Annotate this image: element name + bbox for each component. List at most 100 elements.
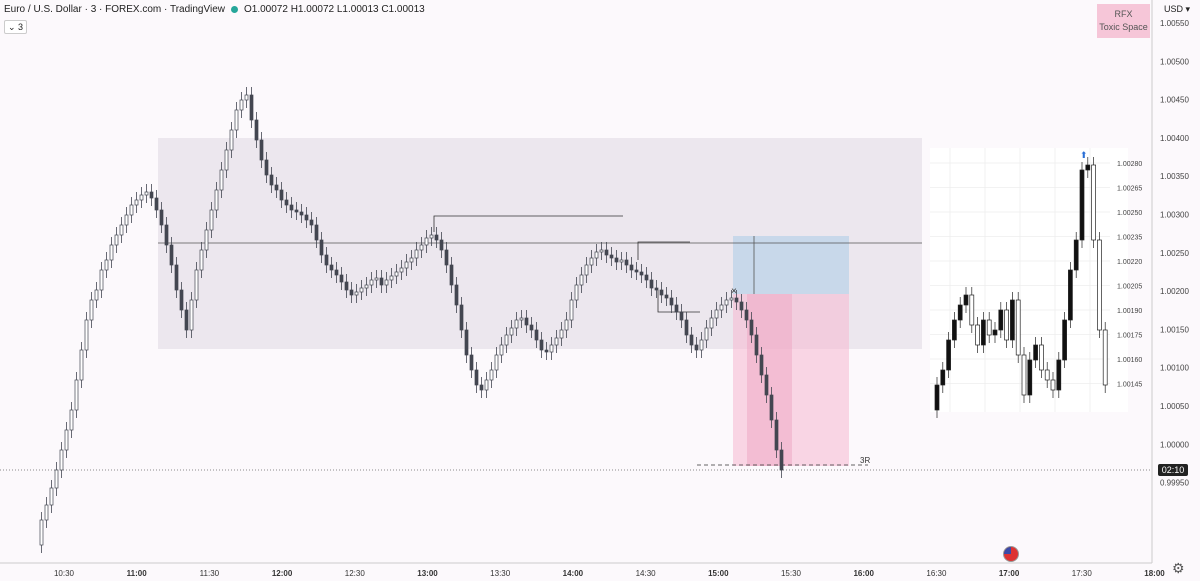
candle-body (404, 261, 409, 269)
inset-price-tick: 1.00160 (1117, 357, 1142, 364)
candle-body (204, 229, 209, 251)
candle-body (54, 469, 59, 489)
inset-price-tick: 1.00205 (1117, 284, 1142, 291)
us-flag-icon[interactable] (1003, 546, 1019, 562)
candle-body (474, 369, 479, 386)
candle-body (499, 344, 504, 356)
candle-body (509, 327, 514, 336)
candle-body (459, 304, 464, 331)
rr-label: 3R (860, 456, 870, 465)
candle-body (79, 349, 84, 381)
candle-body (629, 264, 634, 271)
candle-body (379, 277, 384, 286)
currency-selector[interactable]: USD ▾ (1164, 4, 1191, 14)
inset-candle-body (1085, 164, 1091, 171)
candle-body (414, 249, 419, 259)
candle-body (394, 271, 399, 277)
candle-body (89, 299, 94, 321)
candle-body (389, 275, 394, 281)
candles (39, 87, 784, 553)
candle-body (599, 249, 604, 253)
candle-body (729, 297, 734, 301)
candle-body (84, 319, 89, 351)
candle-body (769, 394, 774, 421)
candle-body (174, 264, 179, 291)
price-tick-label: 1.00300 (1160, 211, 1189, 220)
candle-body (329, 264, 334, 271)
inset-candle-body (1097, 239, 1102, 331)
candle-body (109, 244, 114, 261)
watermark-label: RFX Toxic Space (1097, 4, 1150, 38)
candle-body (524, 317, 529, 326)
price-tick-label: 1.00500 (1160, 57, 1189, 66)
high-structure-line (433, 215, 623, 232)
candle-body (534, 329, 539, 341)
candle-body (374, 277, 379, 281)
inset-candle-body (1044, 369, 1050, 381)
time-tick-label: 12:00 (272, 569, 293, 578)
candle-body (249, 94, 254, 121)
candle-body (274, 184, 279, 191)
time-axis[interactable]: 10:30 11:00 11:30 12:00 12:30 13:00 13:30 14:00… (54, 569, 1165, 578)
candle-body (289, 204, 294, 211)
candle-body (584, 264, 589, 276)
inset-candle-body (1015, 299, 1021, 356)
stop-marker: × (731, 286, 737, 297)
candle-body (569, 299, 574, 321)
symbol-title[interactable]: Euro / U.S. Dollar · 3 · FOREX.com · Tra… (4, 4, 225, 15)
candle-body (759, 354, 764, 376)
candle-body (114, 234, 119, 246)
gear-icon[interactable]: ⚙ (1172, 560, 1185, 576)
inset-price-tick: 1.00250 (1117, 210, 1142, 217)
candle-body (199, 249, 204, 271)
inset-candle-body (1079, 169, 1085, 241)
candle-body (619, 259, 624, 263)
candle-body (294, 209, 299, 213)
candle-body (94, 289, 99, 301)
candle-body (119, 224, 124, 236)
candle-body (479, 384, 484, 391)
candle-body (224, 149, 229, 171)
candle-body (654, 287, 659, 291)
candle-body (579, 274, 584, 286)
candle-body (719, 304, 724, 311)
candle-body (454, 284, 459, 306)
candle-body (214, 189, 219, 211)
candle-body (574, 284, 579, 301)
candle-body (219, 169, 224, 191)
candle-body (209, 209, 214, 231)
inset-candle-body (940, 369, 946, 386)
candle-body (549, 344, 554, 353)
time-tick-label: 13:00 (417, 569, 438, 578)
candle-body (424, 237, 429, 246)
inset-candle-body (946, 339, 951, 371)
inset-y-axis: 1.00280 1.00265 1.00250 1.00235 1.00220 1.002… (1117, 161, 1142, 389)
time-tick-label: 18:00 (1144, 569, 1165, 578)
inset-price-tick: 1.00190 (1117, 308, 1142, 315)
candle-body (434, 234, 439, 241)
candle-body (644, 274, 649, 281)
inset-candle-body (1068, 269, 1073, 321)
candle-body (194, 269, 199, 301)
indicator-count-badge[interactable]: ⌄ 3 (4, 20, 28, 34)
candle-body (679, 311, 684, 321)
inset-price-tick: 1.00265 (1117, 186, 1142, 193)
candle-body (269, 174, 274, 186)
candle-body (749, 319, 754, 336)
inset-candle-body (957, 304, 963, 321)
candle-body (264, 159, 269, 176)
inset-candle-body (1102, 329, 1108, 386)
inset-candle-body (963, 294, 969, 306)
candle-body (464, 329, 469, 356)
candle-body (234, 109, 239, 131)
candle-body (349, 289, 354, 296)
price-axis[interactable]: 1.00550 1.00500 1.00450 1.00400 1.00350 1.003… (1160, 19, 1189, 488)
price-tick-label: 1.00100 (1160, 364, 1189, 373)
inset-price-tick: 1.00280 (1117, 161, 1142, 168)
candle-body (639, 271, 644, 276)
candle-body (369, 279, 374, 286)
candle-body (39, 519, 44, 546)
candle-body (604, 249, 609, 256)
inset-candle-body (1010, 299, 1015, 341)
